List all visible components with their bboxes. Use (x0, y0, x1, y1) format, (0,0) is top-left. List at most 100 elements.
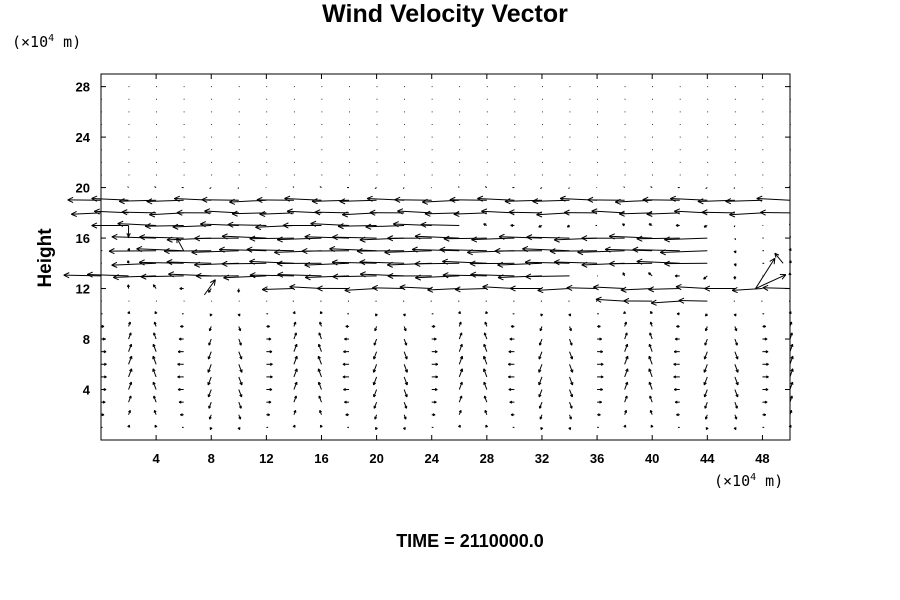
wind-vector (384, 249, 432, 256)
wind-vector (277, 271, 322, 278)
wind-vector (673, 387, 680, 392)
wind-vector (319, 424, 323, 428)
wind-vector (609, 260, 653, 267)
wind-vector (208, 338, 212, 346)
wind-vector (256, 196, 294, 203)
wind-vector (484, 409, 488, 415)
wind-vector (703, 351, 708, 360)
wind-vector (337, 223, 377, 230)
wind-vector (431, 324, 436, 328)
wind-vector (458, 321, 462, 327)
wind-vector (431, 375, 439, 379)
x-tick-label: 4 (153, 451, 161, 466)
wind-vector (152, 381, 157, 390)
wind-vector (154, 311, 158, 315)
wind-vector (734, 351, 739, 360)
wind-vector (622, 223, 626, 227)
wind-vector (703, 275, 708, 280)
wind-vector (676, 324, 680, 328)
wind-vector (237, 427, 241, 431)
wind-vector (508, 209, 542, 216)
wind-vector (705, 427, 709, 431)
wind-vector (403, 326, 407, 332)
wind-vector (344, 400, 350, 404)
wind-vector (266, 337, 272, 341)
wind-vector (664, 260, 708, 267)
wind-vector (483, 368, 488, 378)
wind-vector (91, 222, 129, 229)
wind-vector (508, 362, 515, 366)
wind-vector (636, 235, 680, 242)
wind-vector (538, 364, 543, 373)
wind-vector (374, 414, 378, 420)
wind-vector (538, 338, 543, 346)
y-tick-label: 4 (83, 383, 91, 398)
wind-vector (540, 187, 543, 190)
wind-vector (734, 364, 739, 373)
wind-vector (238, 364, 243, 373)
wind-vector (678, 297, 708, 304)
wind-vector (734, 237, 736, 241)
vector-arrows (63, 86, 794, 431)
wind-vector (624, 343, 629, 352)
x-tick-label: 36 (590, 451, 604, 466)
wind-vector (399, 284, 432, 291)
wind-vector (568, 187, 570, 189)
wind-vector (788, 272, 792, 276)
wind-vector (597, 362, 604, 366)
wind-vector (789, 409, 793, 415)
wind-vector (342, 362, 350, 366)
wind-vector (762, 362, 769, 366)
wind-vector (101, 400, 106, 404)
wind-vector (648, 286, 680, 293)
wind-vector (329, 245, 377, 253)
wind-vector (342, 375, 350, 379)
wind-vector (128, 395, 132, 403)
wind-vector (63, 272, 102, 279)
wind-vector (623, 424, 627, 428)
wind-vector (403, 351, 408, 360)
wind-vector (128, 381, 133, 390)
wind-vector (420, 221, 460, 228)
wind-vector (760, 209, 791, 216)
wind-vector (282, 222, 322, 229)
wind-vector (266, 387, 273, 392)
wind-vector (152, 355, 157, 365)
wind-vector (402, 187, 405, 189)
wind-vector (756, 195, 791, 202)
wind-vector (494, 247, 542, 255)
wind-vector (704, 414, 708, 420)
wind-vector (623, 311, 627, 314)
wind-vector (704, 338, 708, 346)
wind-vector (703, 224, 708, 228)
wind-vector (229, 198, 267, 205)
wind-vector (650, 186, 653, 189)
wind-vector (553, 259, 598, 266)
wind-vector (624, 395, 628, 403)
x-tick-label: 12 (259, 451, 273, 466)
wind-vector (238, 389, 243, 398)
wind-vector (373, 338, 378, 346)
wind-vector (569, 338, 573, 346)
wind-vector (675, 283, 708, 291)
wind-vector (310, 220, 350, 227)
wind-vector (121, 209, 157, 216)
wind-vector (508, 375, 515, 379)
wind-vector (762, 337, 768, 341)
wind-vector (676, 413, 680, 417)
wind-vector (179, 287, 184, 291)
wind-vector (128, 332, 132, 340)
wind-vector (449, 196, 487, 203)
wind-vector (524, 259, 570, 266)
wind-vector (207, 389, 212, 398)
wind-vector (618, 210, 653, 217)
wind-vector (427, 286, 460, 293)
wind-vector (177, 362, 184, 366)
wind-vector (238, 414, 242, 420)
wind-vector (71, 210, 102, 218)
wind-vector (403, 364, 408, 373)
wind-vector (289, 283, 322, 291)
wind-vector (540, 313, 544, 317)
